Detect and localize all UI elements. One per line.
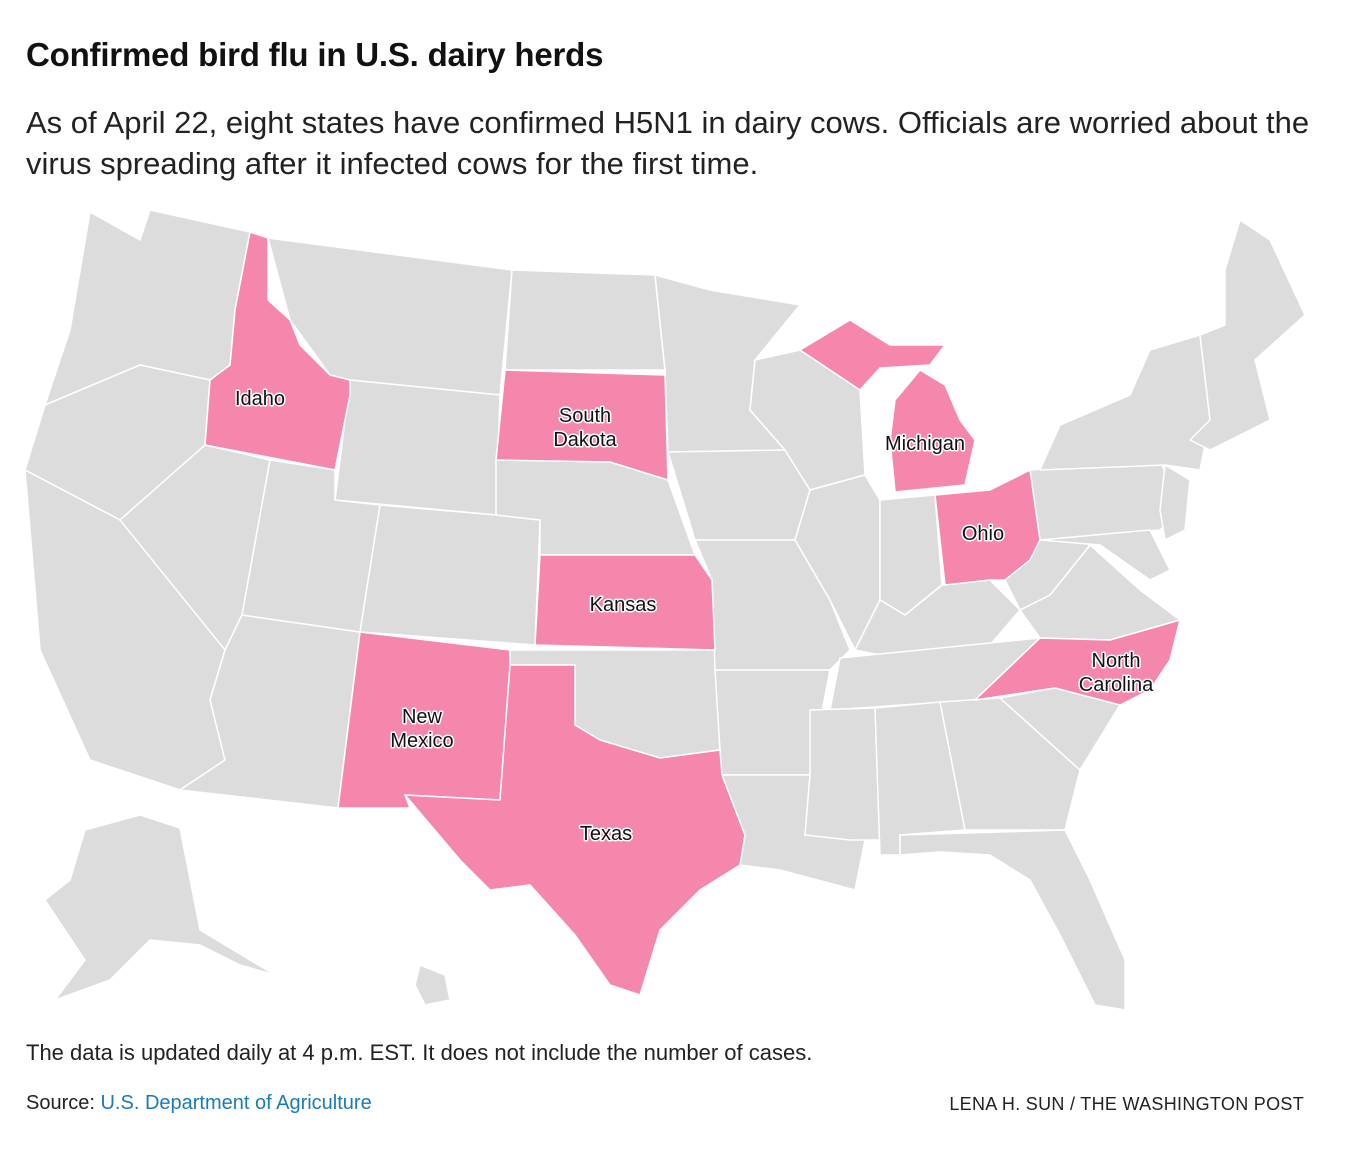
state-ohio: [934, 469, 1041, 586]
state-south-dakota: [495, 369, 669, 481]
label-michigan: Michigan: [885, 433, 965, 455]
label-north-carolina-line-1: North: [1092, 650, 1141, 672]
label-north-carolina: North Carolina: [1079, 650, 1154, 696]
label-new-mexico-line-2: Mexico: [390, 730, 453, 752]
label-south-dakota: South Dakota: [553, 405, 617, 451]
state-michigan-upper: [799, 319, 946, 391]
affected-states: [204, 231, 1181, 996]
state-michigan-lower: [889, 369, 976, 493]
state-alaska: [44, 814, 276, 1001]
label-new-mexico-line-1: New: [402, 706, 443, 728]
state-idaho: [204, 231, 351, 471]
state-iowa: [667, 449, 811, 541]
state-north-carolina: [974, 619, 1181, 706]
label-kansas: Kansas: [590, 594, 657, 616]
label-new-mexico: New Mexico: [390, 706, 453, 752]
label-south-dakota-line-2: Dakota: [553, 429, 617, 451]
label-michigan-line-1: Michigan: [885, 433, 965, 455]
label-kansas-line-1: Kansas: [590, 594, 657, 616]
state-mississippi: [804, 707, 881, 841]
label-idaho-line-1: Idaho: [235, 388, 285, 410]
state-kansas: [534, 554, 716, 651]
source-prefix: Source:: [26, 1092, 101, 1114]
chart-subtitle: As of April 22, eight states have confir…: [26, 105, 1310, 181]
state-new-england: [1189, 219, 1306, 451]
label-texas-line-1: Texas: [580, 823, 632, 845]
chart-title: Confirmed bird flu in U.S. dairy herds: [26, 36, 604, 73]
label-ohio-line-1: Ohio: [962, 523, 1004, 545]
credit-line: LENA H. SUN / THE WASHINGTON POST: [949, 1094, 1304, 1114]
state-texas: [404, 664, 746, 996]
state-labels: Idaho South Dakota Michigan Ohio Kansas N…: [233, 387, 1155, 847]
unaffected-states: [24, 209, 1306, 1011]
state-maryland-delaware: [1039, 529, 1171, 581]
source-link[interactable]: U.S. Department of Agriculture: [100, 1092, 372, 1114]
label-texas: Texas: [580, 823, 632, 845]
state-north-dakota: [504, 269, 666, 371]
source-line: Source: U.S. Department of Agriculture: [26, 1092, 372, 1115]
label-idaho: Idaho: [235, 388, 285, 410]
state-pennsylvania: [1029, 459, 1181, 541]
state-hawaii: [414, 964, 451, 1006]
state-new-york: [1039, 334, 1211, 471]
state-georgia: [939, 697, 1081, 831]
state-new-jersey: [1159, 464, 1191, 541]
state-colorado: [359, 504, 541, 646]
state-florida: [899, 829, 1126, 1011]
label-north-carolina-line-2: Carolina: [1079, 674, 1154, 696]
label-south-dakota-line-1: South: [559, 405, 611, 427]
state-wyoming: [334, 379, 501, 516]
label-ohio: Ohio: [962, 523, 1004, 545]
us-map: Idaho South Dakota Michigan Ohio Kansas N…: [24, 209, 1306, 1011]
data-note: The data is updated daily at 4 p.m. EST.…: [26, 1040, 813, 1065]
